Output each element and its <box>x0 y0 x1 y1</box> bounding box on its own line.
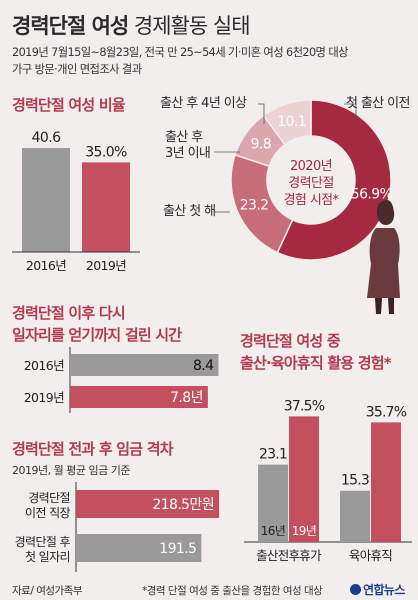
donut-label-before-birth: 첫 출산 이전 <box>346 96 410 111</box>
leave-category-label-1: 육아휴직 <box>349 548 392 563</box>
donut-center-line-2: 경력단절 <box>288 176 334 191</box>
leave-category-label-0: 출산전후휴가 <box>256 548 322 563</box>
reemploy-chart: 2016년 8.4 2019년 7.8년 <box>24 347 219 413</box>
timing-donut-chart: 56.9% 23.2 9.8 10.1 <box>214 99 393 261</box>
wage-chart-note: 2019년, 월 평균 임금 기준 <box>12 464 130 477</box>
reemploy-bar-1 <box>70 386 208 408</box>
woman-illustration <box>367 200 400 314</box>
rate-category-label-0: 2016년 <box>26 258 66 273</box>
leave-value-label-1-1: 35.7% <box>366 404 407 420</box>
reemploy-bar-0 <box>70 354 219 376</box>
wage-chart-title: 경력단절 전과 후 임금 격차 <box>12 440 174 458</box>
reemploy-category-label-0: 2016년 <box>24 358 64 373</box>
donut-slice-0 <box>276 99 392 261</box>
leave-value-label-1-0: 15.3 <box>341 473 369 489</box>
wage-value-label-1: 191.5 <box>159 541 196 557</box>
rate-bar-1 <box>82 162 130 252</box>
source-note: 자료/ 여성가족부 <box>12 585 83 597</box>
logo-text: 연합뉴스 <box>363 583 405 597</box>
publisher-logo: 연합뉴스 <box>350 581 405 598</box>
donut-center-line-3: 경험 시점* <box>283 193 339 208</box>
leave-series-label-0: 16년 <box>261 524 286 538</box>
wage-category-label-0-1: 이전 직장 <box>25 506 71 520</box>
donut-value-label-1: 23.2 <box>240 198 269 214</box>
subtitle-line-2: 가구 방문·개인 면접조사 결과 <box>12 63 142 76</box>
leave-bar-1-0 <box>340 490 370 542</box>
donut-value-label-2: 9.8 <box>251 137 271 153</box>
leave-series-label-1: 19년 <box>292 524 317 538</box>
donut-slice-3 <box>262 99 312 146</box>
rate-value-label-0: 40.6 <box>32 130 61 146</box>
reemploy-title-line-2: 일자리를 얻기까지 걸린 시간 <box>12 326 182 344</box>
donut-center-label: 2020년 경력단절 경험 시점* <box>271 158 351 209</box>
wage-bar-0 <box>76 490 220 518</box>
footnote: *경력 단절 여성 중 출산을 경험한 여성 대상 <box>142 585 323 597</box>
wage-category-label-0-0: 경력단절 <box>28 491 70 505</box>
leave-title-line-1: 경력단절 여성 중 <box>240 332 341 350</box>
rate-bar-0 <box>22 148 70 252</box>
reemploy-title-line-1: 경력단절 이후 다시 <box>12 304 126 322</box>
rate-chart-title: 경력단절 여성 비율 <box>12 96 126 114</box>
leave-value-label-0-1: 37.5% <box>284 398 325 414</box>
donut-leader-before-birth <box>344 103 357 120</box>
leave-bar-0-0 <box>258 464 288 542</box>
reemploy-chart-title: 경력단절 이후 다시 일자리를 얻기까지 걸린 시간 <box>12 302 182 346</box>
rate-category-label-1: 2019년 <box>86 258 126 273</box>
reemploy-value-label-1: 7.8년 <box>170 390 203 406</box>
wage-value-label-0: 218.5만원 <box>152 497 214 513</box>
donut-label-first-year: 출산 첫 해 <box>163 204 216 219</box>
leave-bar-1-1 <box>371 422 401 542</box>
donut-center-line-1: 2020년 <box>289 159 333 174</box>
donut-value-label-0: 56.9% <box>351 186 393 202</box>
leave-title-line-2: 출산·육아휴직 활용 경험* <box>240 354 392 372</box>
reemploy-category-label-1: 2019년 <box>24 390 64 405</box>
rate-chart: 40.6 2016년 35.0% 2019년 <box>12 130 140 273</box>
leave-bar-0-1 <box>289 416 319 542</box>
rate-value-label-1: 35.0% <box>85 144 127 160</box>
reemploy-value-label-0: 8.4 <box>193 358 214 374</box>
donut-label-4yr: 출산 후 4년 이상 <box>160 96 247 111</box>
page-title: 경력단절 여성 경제활동 실태 <box>12 10 251 40</box>
title-rest: 경제활동 실태 <box>133 14 251 38</box>
wage-category-label-1-1: 첫 일자리 <box>25 550 70 564</box>
wage-category-label-1-0: 경력단절 후 <box>15 535 71 549</box>
title-bold: 경력단절 여성 <box>12 14 129 38</box>
leave-chart-title: 경력단절 여성 중 출산·육아휴직 활용 경험* <box>240 330 392 374</box>
yonhap-logo-icon <box>350 584 361 595</box>
wage-bar-1 <box>76 534 202 562</box>
page-subtitle: 2019년 7월15일~8월23일, 전국 만 25~54세 기·미혼 여성 6… <box>12 44 349 78</box>
subtitle-line-1: 2019년 7월15일~8월23일, 전국 만 25~54세 기·미혼 여성 6… <box>12 46 349 59</box>
leave-value-label-0-0: 23.1 <box>259 447 287 463</box>
donut-leader-4yr <box>258 103 265 124</box>
donut-value-label-3: 10.1 <box>277 114 306 130</box>
donut-label-3yr: 출산 후 3년 이내 <box>165 130 211 161</box>
